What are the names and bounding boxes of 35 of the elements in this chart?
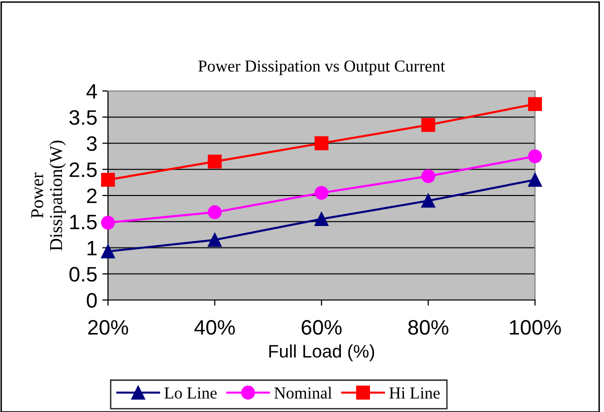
point (314, 186, 328, 200)
point (528, 149, 542, 164)
point (314, 136, 328, 150)
legend-label: Nominal (274, 386, 332, 399)
point (101, 172, 115, 187)
point (314, 212, 328, 226)
y-tick-label: 3 (86, 136, 97, 152)
point (101, 244, 115, 258)
point (208, 232, 222, 247)
legend-label: Hi Line (389, 387, 440, 399)
y-axis-title: Power Dissipation(W) (31, 140, 66, 251)
point (208, 154, 222, 168)
point (528, 97, 542, 112)
point (101, 216, 115, 230)
chart-title: Power Dissipation vs Output Current (198, 60, 446, 76)
y-tick-label: 2 (87, 188, 97, 204)
legend-label: Lo Line (164, 387, 217, 399)
y-tick-label: 2.5 (70, 162, 97, 178)
x-tick-label: 80% (408, 320, 448, 335)
point (528, 172, 542, 187)
y-tick-label: 1.5 (70, 214, 97, 230)
x-tick-label: 60% (302, 320, 342, 335)
y-tick-label: 3.5 (69, 110, 97, 125)
x-tick-label: 100% (510, 320, 561, 335)
y-tick-label: 0 (86, 293, 97, 308)
x-tick-label: 20% (88, 320, 128, 335)
x-tick-label: 40% (194, 320, 235, 335)
point (208, 205, 222, 220)
y-tick-label: 0.5 (69, 266, 97, 282)
point (421, 194, 436, 208)
y-tick-label: 4 (86, 84, 97, 99)
point (421, 118, 436, 132)
y-tick-label: 1 (88, 240, 97, 256)
point (421, 169, 436, 184)
x-axis-title: Full Load (%) (269, 344, 374, 362)
